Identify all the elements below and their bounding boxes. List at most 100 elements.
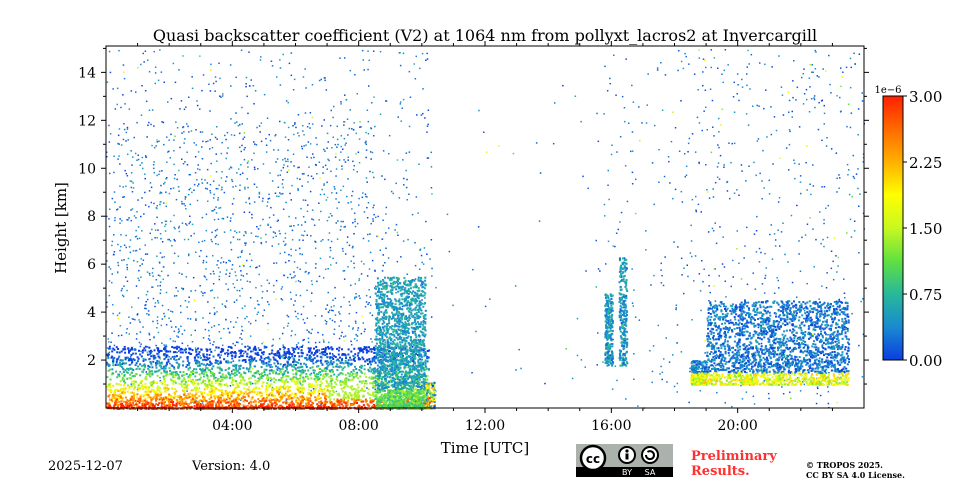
data-cell [219, 383, 222, 385]
data-cell [223, 358, 226, 361]
data-cell [634, 212, 637, 215]
data-cell [157, 229, 159, 231]
data-cell [184, 402, 187, 405]
data-cell [155, 399, 158, 402]
data-cell [262, 351, 265, 354]
data-cell [435, 286, 437, 289]
data-cell [343, 394, 346, 397]
data-cell [183, 392, 186, 395]
data-cell [289, 394, 292, 397]
data-cell [158, 369, 161, 372]
data-cell [352, 403, 355, 406]
data-cell [161, 121, 163, 123]
data-cell [333, 398, 336, 401]
data-cell [615, 94, 617, 96]
data-cell [774, 245, 777, 247]
data-cell [366, 387, 368, 389]
data-cell [358, 368, 361, 371]
data-cell [145, 371, 148, 373]
data-cell [209, 371, 212, 374]
data-cell [854, 63, 856, 66]
data-cell [148, 371, 151, 374]
data-cell [280, 392, 283, 395]
data-cell [275, 134, 277, 136]
data-cell [198, 183, 200, 185]
data-cell [203, 388, 206, 391]
data-cell [224, 374, 227, 377]
data-cell [313, 357, 316, 360]
data-cell [266, 374, 269, 377]
data-cell [141, 197, 143, 199]
data-cell [621, 95, 624, 98]
data-cell [154, 66, 157, 68]
data-cell [710, 66, 712, 69]
data-cell [136, 121, 138, 124]
data-cell [300, 349, 303, 352]
data-cell [148, 369, 151, 372]
data-cell [188, 131, 190, 133]
data-cell [370, 368, 373, 371]
data-cell [335, 390, 338, 393]
data-cell [299, 390, 302, 393]
data-cell [371, 406, 374, 409]
data-cell [604, 65, 606, 68]
data-cell [832, 320, 835, 322]
data-cell [285, 398, 288, 401]
data-cell [136, 389, 139, 392]
data-cell [356, 406, 359, 409]
data-cell [232, 384, 235, 387]
data-cell [317, 390, 320, 393]
data-cell [362, 59, 364, 61]
data-cell [387, 383, 390, 386]
data-cell [377, 215, 379, 218]
data-cell [116, 376, 119, 379]
data-cell [200, 376, 202, 379]
data-cell [222, 261, 225, 263]
data-cell [167, 400, 170, 403]
data-cell [237, 397, 240, 400]
data-cell [160, 365, 163, 368]
data-cell [395, 370, 398, 373]
data-cell [212, 210, 214, 212]
data-cell [134, 373, 137, 376]
data-cell [245, 242, 247, 244]
data-cell [265, 362, 268, 364]
data-cell [152, 320, 154, 323]
data-cell [132, 397, 135, 400]
data-cell [430, 166, 433, 168]
data-cell [352, 328, 354, 330]
data-cell [324, 348, 327, 351]
data-cell [284, 369, 287, 372]
data-cell [189, 221, 191, 223]
data-cell [278, 367, 280, 370]
data-cell [275, 407, 277, 410]
data-cell [308, 122, 310, 125]
data-cell [397, 234, 399, 236]
data-cell [663, 175, 666, 178]
data-cell [358, 278, 361, 280]
data-cell [194, 358, 196, 360]
data-cell [815, 238, 817, 241]
data-cell [366, 408, 369, 410]
data-cell [259, 59, 262, 61]
data-cell [163, 202, 165, 204]
data-cell [178, 376, 181, 379]
data-cell [207, 405, 210, 408]
data-cell [812, 228, 814, 230]
data-cell [715, 364, 717, 367]
data-cell [217, 395, 220, 398]
data-cell [678, 50, 680, 52]
data-cell [317, 331, 319, 334]
data-cell [756, 104, 758, 107]
data-cell [157, 349, 159, 352]
data-cell [373, 355, 376, 358]
data-cell [308, 397, 311, 400]
data-cell [862, 333, 865, 336]
data-cell [190, 130, 193, 132]
data-cell [333, 328, 336, 331]
data-cell [308, 357, 311, 360]
data-cell [139, 387, 141, 390]
data-cell [293, 355, 296, 357]
data-cell [182, 360, 185, 363]
data-cell [313, 384, 316, 387]
